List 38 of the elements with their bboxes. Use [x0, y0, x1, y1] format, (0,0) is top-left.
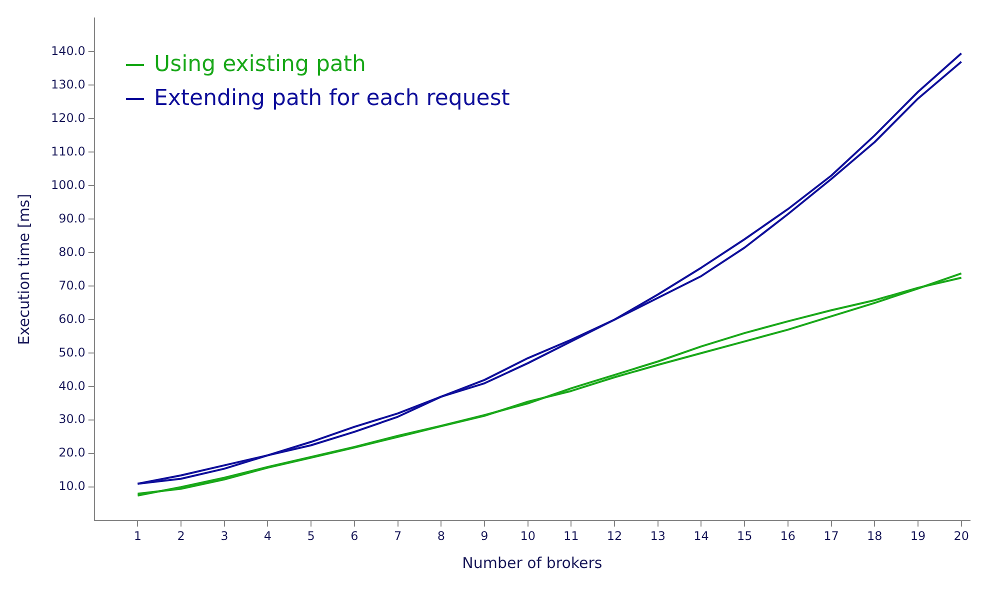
x-tick-label: 10	[520, 528, 536, 543]
x-tick-label: 2	[177, 528, 185, 543]
x-tick-label: 18	[866, 528, 882, 543]
x-tick-label: 19	[910, 528, 926, 543]
y-tick-label: 90.0	[58, 211, 86, 226]
y-tick-label: 20.0	[58, 446, 86, 460]
y-tick-label: 80.0	[58, 244, 86, 259]
x-tick-label: 17	[824, 528, 839, 543]
y-tick-label: 60.0	[58, 312, 86, 326]
x-tick-label: 16	[780, 528, 796, 543]
x-tick-label: 7	[394, 528, 402, 543]
y-tick-label: 30.0	[58, 412, 86, 426]
x-tick-label: 4	[264, 528, 272, 543]
y-tick-label: 70.0	[58, 278, 86, 292]
y-tick-label: 120.0	[50, 110, 86, 125]
y-tick-label: 50.0	[58, 345, 86, 360]
x-tick-label: 11	[564, 528, 579, 543]
y-tick-label: 110.0	[50, 144, 86, 158]
x-axis-title: Number of brokers	[462, 554, 602, 572]
y-axis-title: Execution time [ms]	[14, 194, 33, 345]
y-tick-label: 10.0	[58, 479, 86, 494]
x-tick-label: 5	[307, 528, 315, 543]
legend-label: Using existing path	[154, 51, 366, 79]
x-tick-label: 8	[437, 528, 445, 543]
x-tick-label: 9	[480, 528, 488, 543]
x-tick-label: 6	[350, 528, 358, 543]
y-tick-label: 130.0	[50, 77, 86, 92]
legend-label: Extending path for each request	[154, 85, 510, 113]
y-tick-label: 140.0	[50, 44, 86, 58]
x-tick-label: 20	[954, 528, 969, 543]
x-tick-label: 3	[220, 528, 228, 543]
x-tick-label: 1	[134, 528, 142, 543]
x-tick-label: 12	[606, 528, 622, 543]
x-tick-label: 14	[694, 528, 709, 543]
x-tick-label: 15	[736, 528, 752, 543]
y-tick-label: 100.0	[50, 178, 86, 192]
y-tick-label: 40.0	[58, 378, 86, 393]
x-tick-label: 13	[650, 528, 666, 543]
